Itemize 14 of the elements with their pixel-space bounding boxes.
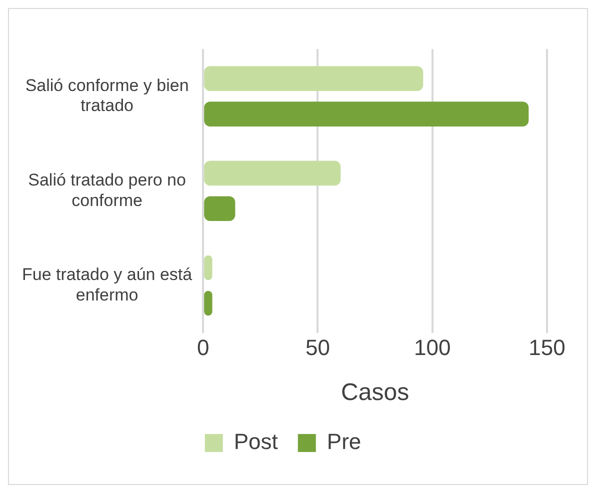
bar (204, 196, 236, 222)
x-tick-label: 150 (528, 335, 566, 360)
legend-label: Post (234, 429, 278, 454)
x-axis-title: Casos (341, 379, 410, 406)
x-tick-label: 0 (196, 335, 210, 360)
bar (204, 160, 341, 186)
bar (204, 66, 424, 91)
legend-label: Pre (326, 429, 362, 454)
x-tick-label: 50 (305, 335, 330, 360)
y-tick-label: Salió conforme y bien tratado (25, 76, 189, 116)
y-tick-label: Salió tratado pero no conforme (28, 170, 186, 210)
bar (204, 102, 529, 126)
y-tick-label: Fue tratado y aún está enfermo (22, 264, 193, 304)
x-tick-label: 100 (414, 335, 451, 360)
